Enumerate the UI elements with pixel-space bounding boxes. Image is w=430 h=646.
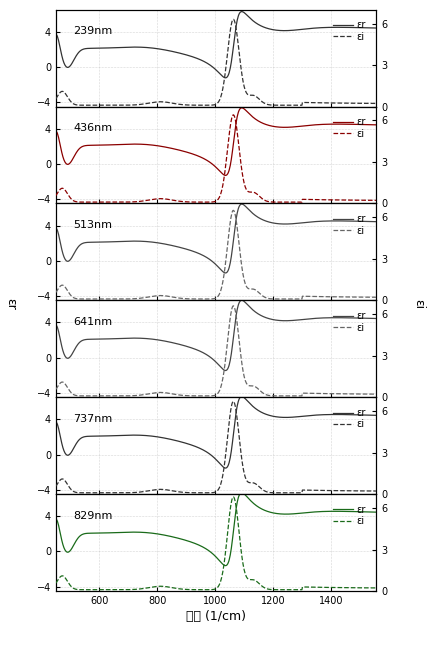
- Text: 829nm: 829nm: [74, 510, 113, 521]
- Legend: εr, εi: εr, εi: [329, 114, 370, 143]
- Legend: εr, εi: εr, εi: [329, 211, 370, 240]
- Text: 641nm: 641nm: [74, 317, 113, 327]
- Text: 239nm: 239nm: [74, 26, 113, 36]
- X-axis label: 波数 (1/cm): 波数 (1/cm): [186, 610, 246, 623]
- Legend: εr, εi: εr, εi: [329, 501, 370, 530]
- Text: 737nm: 737nm: [74, 413, 113, 424]
- Text: 436nm: 436nm: [74, 123, 113, 133]
- Legend: εr, εi: εr, εi: [329, 17, 370, 46]
- Text: εi: εi: [413, 298, 426, 309]
- Legend: εr, εi: εr, εi: [329, 307, 370, 337]
- Text: 513nm: 513nm: [74, 220, 113, 230]
- Legend: εr, εi: εr, εi: [329, 404, 370, 433]
- Text: εr: εr: [4, 298, 17, 309]
